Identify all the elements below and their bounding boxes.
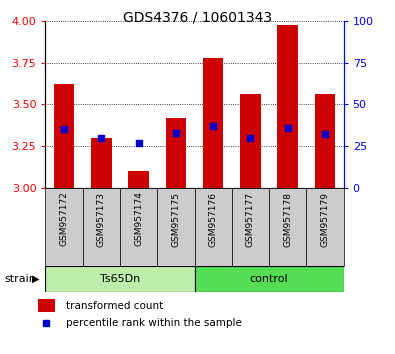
Bar [54, 85, 74, 188]
Text: GSM957178: GSM957178 [283, 192, 292, 246]
Bar [128, 171, 149, 188]
Text: strain: strain [4, 274, 36, 284]
Bar [232, 188, 269, 266]
Text: transformed count: transformed count [66, 301, 163, 310]
Bar [38, 299, 55, 312]
Bar [203, 58, 224, 188]
Text: GSM957176: GSM957176 [209, 192, 218, 246]
Text: Ts65Dn: Ts65Dn [100, 274, 140, 284]
Bar [240, 95, 261, 188]
Bar [91, 138, 112, 188]
Text: GSM957174: GSM957174 [134, 192, 143, 246]
Bar [166, 118, 186, 188]
Text: GSM957177: GSM957177 [246, 192, 255, 246]
Text: GSM957175: GSM957175 [171, 192, 181, 246]
Text: percentile rank within the sample: percentile rank within the sample [66, 318, 242, 328]
Bar [45, 266, 194, 292]
Text: GSM957173: GSM957173 [97, 192, 106, 246]
Bar [194, 266, 344, 292]
Bar [45, 188, 83, 266]
Bar [194, 188, 232, 266]
Bar [157, 188, 194, 266]
Bar [269, 188, 307, 266]
Bar [307, 188, 344, 266]
Bar [83, 188, 120, 266]
Text: ▶: ▶ [32, 274, 39, 284]
Text: GSM957179: GSM957179 [320, 192, 329, 246]
Bar [315, 95, 335, 188]
Text: GSM957172: GSM957172 [60, 192, 69, 246]
Bar [277, 24, 298, 188]
Bar [120, 188, 157, 266]
Text: control: control [250, 274, 288, 284]
Text: GDS4376 / 10601343: GDS4376 / 10601343 [123, 11, 272, 25]
